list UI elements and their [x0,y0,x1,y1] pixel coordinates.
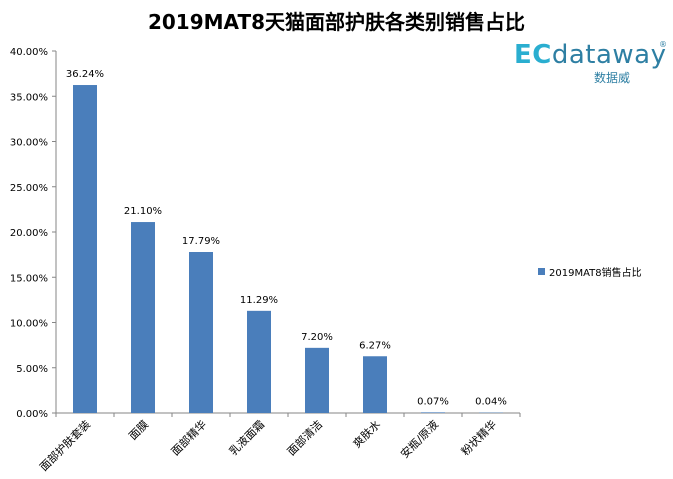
y-tick-label: 0.00% [16,409,48,420]
data-label: 0.04% [475,397,507,408]
data-label: 21.10% [124,206,162,217]
x-tick-label: 面部精华 [168,417,209,458]
bars [73,85,503,413]
y-tick-label: 40.00% [10,47,48,58]
logo-subtitle: 数据威 [594,71,631,85]
data-label: 17.79% [182,236,220,247]
y-tick-label: 35.00% [10,92,48,103]
logo-ec: EC [514,40,552,70]
data-label: 0.07% [417,396,449,407]
x-tick-label: 乳液面霜 [226,417,267,458]
bar [73,85,97,413]
y-axis: 0.00% 5.00% 10.00% 15.00% 20.00% 25.00% 30.00%… [10,47,57,420]
x-axis: 面部护肤套装 面膜 面部精华 乳液面霜 面部清洁 爽肤水 安瓶/原液 粉状精华 [37,412,521,474]
x-tick-label: 爽肤水 [350,417,383,450]
legend-swatch [538,268,545,275]
ecdataway-logo: ECdataway ® 数据威 [514,40,673,86]
y-tick-label: 10.00% [10,319,48,330]
bar [189,252,213,413]
x-tick-label: 粉状精华 [458,417,499,458]
logo-name: dataway [551,40,667,70]
bar [131,222,155,413]
bar [363,356,387,413]
data-label: 7.20% [301,332,333,343]
y-tick-label: 25.00% [10,183,48,194]
data-label: 36.24% [66,69,104,80]
x-tick-label: 安瓶/原液 [397,417,441,461]
data-labels: 36.24% 21.10% 17.79% 11.29% 7.20% 6.27% 0.07% 0… [66,69,507,408]
y-tick-label: 5.00% [16,364,48,375]
registered-mark: ® [659,40,667,49]
legend-label: 2019MAT8销售占比 [549,268,642,279]
chart-title: 2019MAT8天猫面部护肤各类别销售占比 [147,10,526,34]
x-tick-label: 面部护肤套装 [37,417,94,474]
y-tick-label: 15.00% [10,273,48,284]
data-label: 11.29% [240,295,278,306]
legend: 2019MAT8销售占比 [538,264,642,279]
x-tick-label: 面膜 [126,418,151,443]
x-tick-label: 面部清洁 [284,417,325,458]
bar [305,347,329,413]
y-tick-label: 30.00% [10,138,48,149]
bar [247,310,271,413]
data-label: 6.27% [359,340,391,351]
y-tick-label: 20.00% [10,228,48,239]
bar [421,412,445,413]
